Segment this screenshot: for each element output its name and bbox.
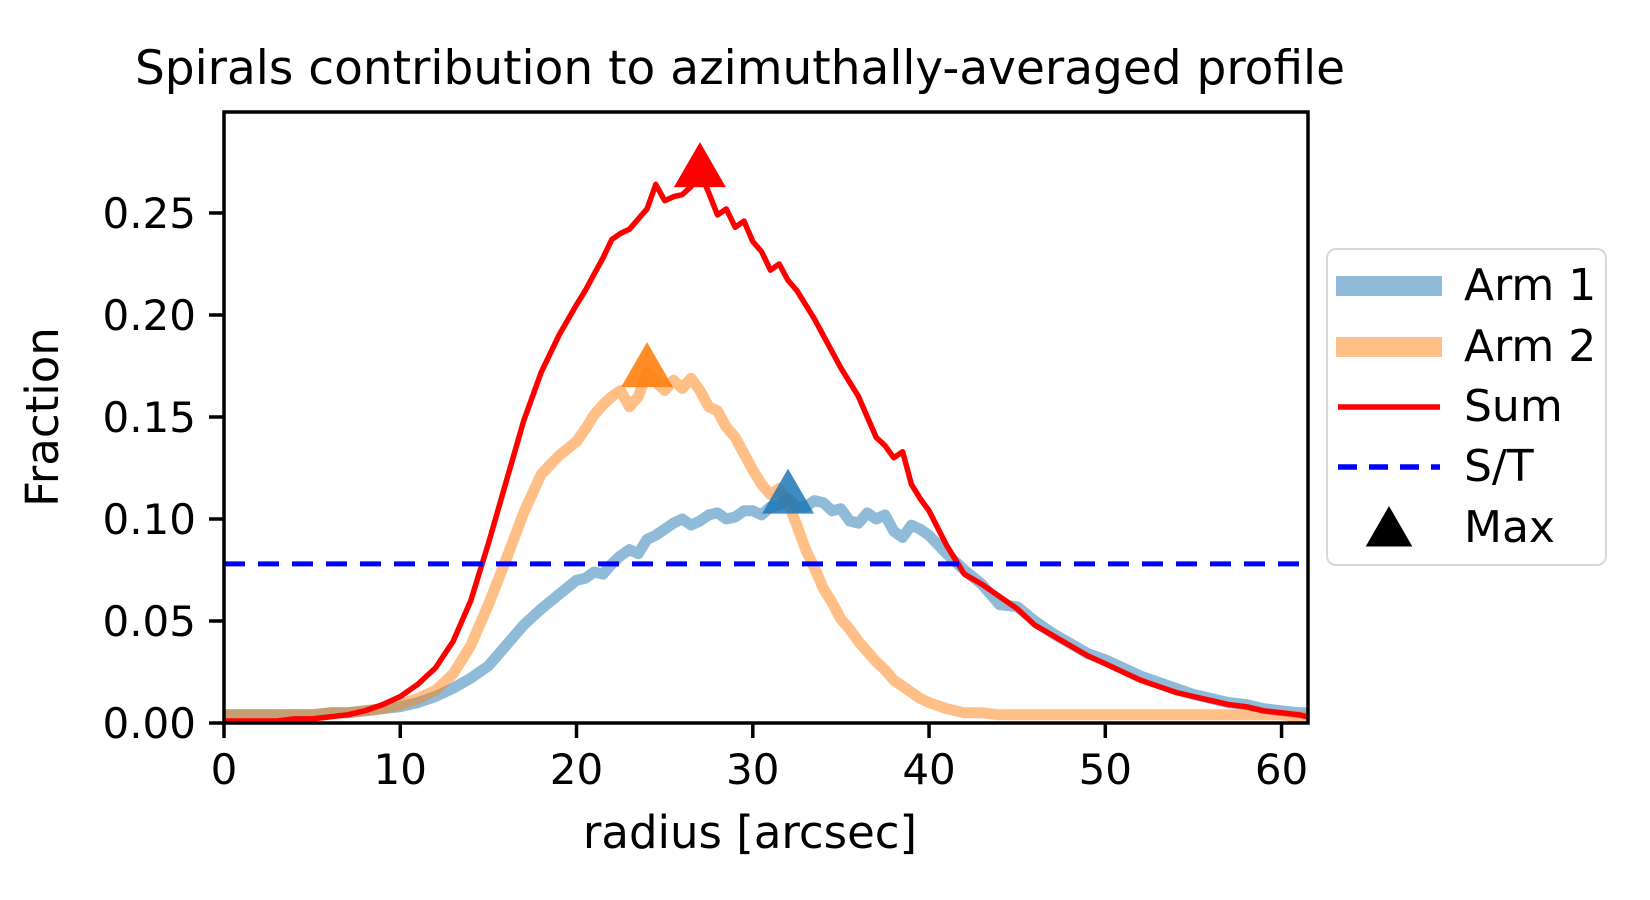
y-tick-label: 0.25 [102, 189, 196, 238]
legend: Arm 1 Arm 2 Sum S/T Max [1326, 248, 1607, 566]
max-marker-arm-2 [621, 342, 674, 388]
legend-swatch-st-dashed-line [1336, 439, 1442, 495]
series-group [224, 169, 1308, 723]
max-marker-group [621, 142, 815, 514]
legend-swatch-arm1-band [1336, 258, 1442, 314]
x-tick-label: 10 [374, 745, 427, 794]
legend-label-arm1: Arm 1 [1464, 260, 1597, 312]
legend-swatch-max-triangle-icon [1336, 500, 1442, 556]
legend-item-st: S/T [1336, 437, 1595, 497]
legend-label-max: Max [1464, 501, 1555, 553]
series-arm-2 [224, 366, 1308, 723]
x-tick-label: 50 [1079, 745, 1132, 794]
plot-frame [222, 110, 1310, 725]
y-tick-label: 0.15 [102, 393, 196, 442]
x-tick-label: 20 [550, 745, 603, 794]
x-tick-label: 40 [902, 745, 955, 794]
legend-label-arm2: Arm 2 [1464, 320, 1597, 372]
legend-item-max: Max [1336, 498, 1595, 558]
series-sum [224, 169, 1308, 723]
y-tick-label: 0.00 [102, 699, 196, 748]
axis-tick-group: 0 10 20 30 40 50 60 0.00 0.05 0.10 0.15 0.20 0.25 [102, 189, 1308, 794]
legend-item-arm1: Arm 1 [1336, 256, 1597, 316]
y-tick-label: 0.05 [102, 597, 196, 646]
legend-item-arm2: Arm 2 [1336, 317, 1597, 377]
legend-item-sum: Sum [1336, 377, 1595, 437]
x-tick-label: 0 [211, 745, 238, 794]
y-tick-label: 0.10 [102, 495, 196, 544]
legend-label-st: S/T [1464, 441, 1534, 493]
max-marker-sum [673, 142, 726, 188]
legend-swatch-sum-line [1336, 379, 1442, 435]
x-axis-label: radius [arcsec] [583, 806, 917, 859]
x-tick-label: 30 [726, 745, 779, 794]
y-axis-label: Fraction [16, 327, 69, 507]
legend-swatch-arm2-band [1336, 319, 1442, 375]
x-tick-label: 60 [1255, 745, 1308, 794]
y-tick-label: 0.20 [102, 291, 196, 340]
chart-title: Spirals contribution to azimuthally-aver… [135, 41, 1345, 96]
max-marker-arm-1 [762, 468, 815, 514]
legend-label-sum: Sum [1464, 380, 1563, 432]
